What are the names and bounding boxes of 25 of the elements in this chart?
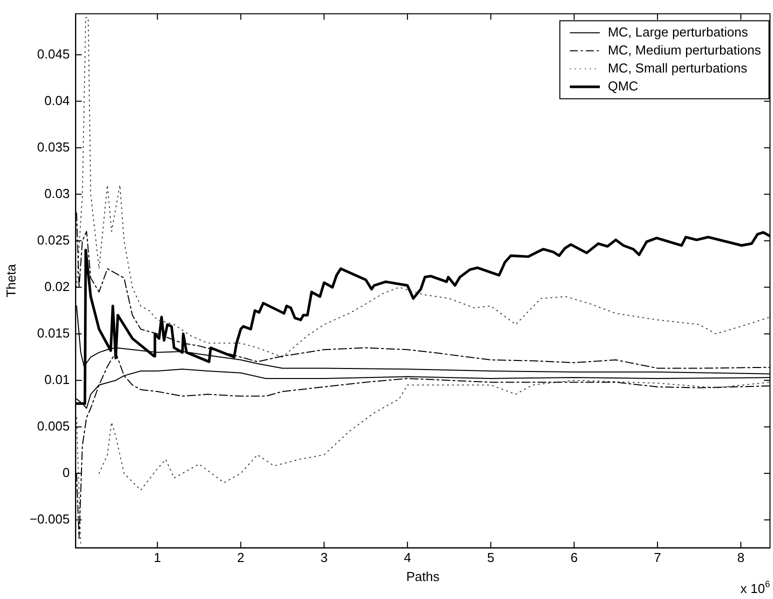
y-tick-label: −0.005 <box>30 511 70 526</box>
x-tick-label: 2 <box>237 550 244 566</box>
y-axis-title: Theta <box>3 263 18 298</box>
y-tick-label: 0.035 <box>37 139 70 154</box>
x-tick-label: 6 <box>570 550 578 566</box>
x-tick-label: 5 <box>487 550 494 566</box>
y-tick-label: 0.015 <box>37 325 70 340</box>
x-tick-label: 8 <box>737 550 744 566</box>
x-tick-label: 7 <box>654 550 662 566</box>
y-tick-label: 0.03 <box>44 186 70 201</box>
x-tick-label: 3 <box>320 550 328 566</box>
legend-label: MC, Small perturbations <box>608 60 748 76</box>
legend-label: MC, Large perturbations <box>608 24 749 40</box>
x-tick-label: 4 <box>404 550 412 566</box>
legend-label: QMC <box>608 78 638 94</box>
y-tick-label: 0.005 <box>37 418 70 434</box>
y-tick-label: 0.025 <box>37 232 70 248</box>
x-tick-label: 1 <box>154 550 162 566</box>
y-tick-label: 0.045 <box>37 46 70 62</box>
y-tick-label: 0.01 <box>44 372 70 387</box>
x-axis-title: Paths <box>406 568 440 584</box>
y-tick-label: 0.04 <box>44 92 70 108</box>
y-tick-label: 0 <box>62 464 70 480</box>
y-tick-label: 0.02 <box>44 278 70 294</box>
legend-label: MC, Medium perturbations <box>608 42 762 58</box>
